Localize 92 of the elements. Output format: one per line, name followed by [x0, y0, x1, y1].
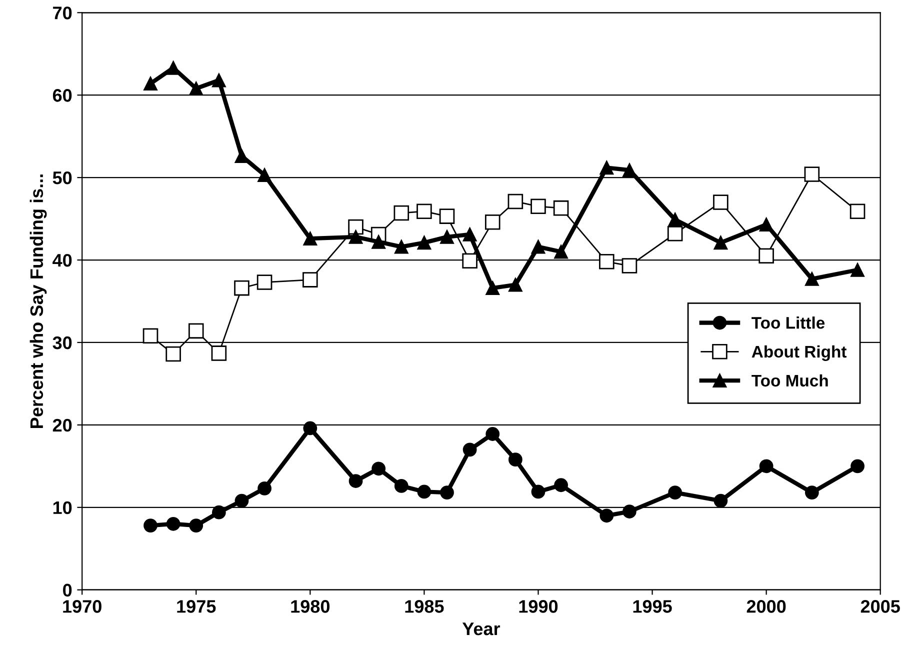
point — [599, 254, 614, 270]
y-tick-label: 10 — [53, 501, 72, 514]
point — [234, 280, 250, 296]
point — [212, 73, 226, 88]
legend-label: Too Little — [752, 316, 825, 329]
x-tick-label: 1995 — [633, 600, 672, 613]
point — [713, 194, 728, 210]
point — [804, 166, 820, 182]
point — [714, 494, 728, 508]
point — [394, 205, 410, 221]
point — [667, 226, 683, 242]
x-tick-label: 1980 — [291, 600, 330, 613]
y-tick-label: 60 — [52, 89, 72, 102]
point — [188, 323, 204, 339]
x-tick-label: 1985 — [405, 600, 444, 613]
point — [394, 479, 408, 493]
point — [348, 219, 364, 235]
point — [212, 505, 226, 520]
point — [417, 484, 432, 499]
point — [714, 236, 728, 250]
point — [440, 486, 454, 500]
point — [144, 76, 158, 90]
y-tick-label: 20 — [52, 418, 72, 432]
point — [508, 452, 522, 467]
point — [668, 486, 682, 500]
point — [416, 204, 432, 220]
point — [234, 494, 249, 508]
y-tick-label: 40 — [52, 254, 72, 267]
point — [189, 82, 204, 96]
x-tick-label: 1970 — [63, 600, 102, 613]
x-tick-label: 1990 — [519, 600, 558, 613]
point — [484, 214, 500, 230]
point — [804, 486, 819, 500]
point — [462, 253, 478, 268]
x-tick-label: 2005 — [860, 600, 900, 613]
point — [850, 459, 864, 474]
point — [211, 346, 227, 361]
point — [394, 240, 408, 254]
point — [759, 218, 774, 232]
point — [166, 516, 180, 531]
x-tick-label: 2000 — [746, 600, 786, 613]
point — [348, 474, 363, 488]
point — [303, 232, 318, 246]
point — [531, 484, 546, 499]
point — [530, 198, 546, 214]
point — [759, 459, 774, 474]
point — [600, 160, 614, 175]
y-tick-label: 0 — [63, 584, 72, 597]
point — [486, 427, 500, 441]
point — [417, 236, 432, 250]
point — [622, 504, 636, 518]
point — [553, 200, 569, 216]
y-tick-label: 30 — [52, 336, 72, 350]
point — [850, 262, 864, 277]
point — [622, 258, 638, 274]
x-axis-title: Year — [462, 622, 500, 636]
y-tick-label: 50 — [52, 171, 72, 184]
x-tick-label: 1975 — [177, 600, 216, 613]
point — [486, 281, 500, 295]
point — [234, 149, 249, 164]
legend-label: Too Much — [752, 374, 828, 387]
point — [508, 194, 524, 210]
point — [256, 274, 272, 290]
point — [144, 518, 158, 532]
point — [622, 163, 636, 178]
point — [303, 421, 318, 436]
point — [166, 60, 180, 75]
point — [258, 481, 272, 496]
point — [440, 230, 454, 244]
point — [142, 328, 158, 344]
point — [600, 508, 614, 523]
point — [554, 478, 568, 492]
point — [372, 234, 386, 249]
point — [372, 462, 386, 476]
point — [462, 442, 477, 457]
point — [462, 228, 477, 242]
point — [166, 346, 181, 362]
point — [348, 230, 363, 244]
point — [554, 244, 568, 259]
y-tick-label: 70 — [53, 6, 72, 20]
point — [439, 208, 455, 224]
y-axis-title: Percent who Say Funding is... — [30, 174, 47, 428]
point — [804, 272, 819, 286]
point — [850, 204, 866, 220]
point — [531, 240, 546, 254]
point — [668, 212, 682, 227]
point — [258, 168, 272, 182]
point — [189, 518, 204, 532]
point — [508, 278, 522, 292]
point — [758, 248, 774, 264]
point — [302, 272, 318, 288]
legend-label: About Right — [752, 345, 847, 361]
